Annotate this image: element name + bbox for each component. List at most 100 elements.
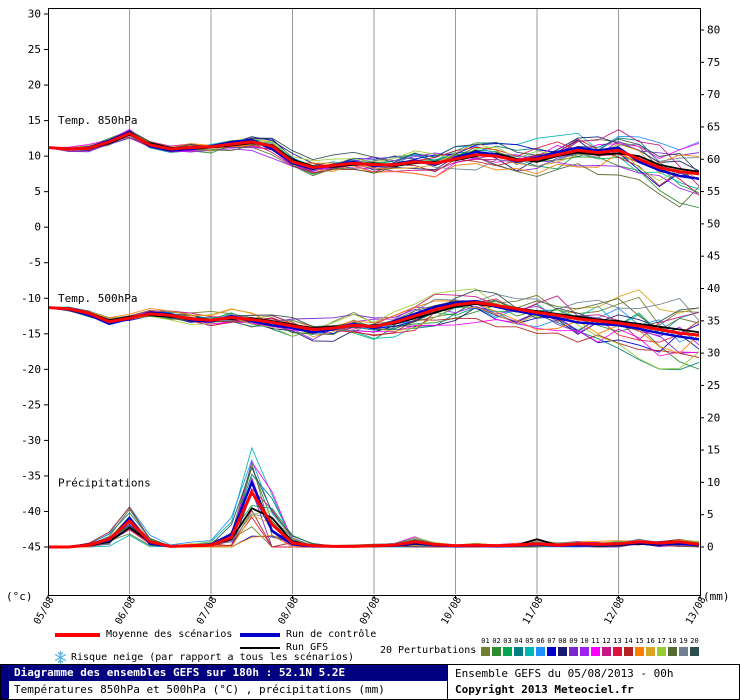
perturbation-number: 05 — [525, 637, 534, 645]
svg-text:10/08: 10/08 — [440, 595, 465, 627]
perturbation-number: 07 — [547, 637, 556, 645]
svg-text:-30: -30 — [21, 434, 41, 447]
svg-text:75: 75 — [707, 56, 720, 69]
perturbation-number: 03 — [503, 637, 512, 645]
svg-text:-15: -15 — [21, 327, 41, 340]
perturbation-swatch — [503, 647, 512, 656]
perturbation-entry: 07 — [546, 637, 557, 656]
perturbation-entry: 16 — [645, 637, 656, 656]
chart-subtitle: Températures 850hPa et 500hPa (°C) , pré… — [14, 683, 385, 696]
perturbation-number: 12 — [602, 637, 611, 645]
svg-text:-25: -25 — [21, 398, 41, 411]
perturbation-number: 10 — [580, 637, 589, 645]
perturbation-swatch — [679, 647, 688, 656]
perturbation-swatch — [613, 647, 622, 656]
svg-text:70: 70 — [707, 88, 720, 101]
perturbation-number: 13 — [613, 637, 622, 645]
svg-text:-10: -10 — [21, 292, 41, 305]
copyright: Copyright 2013 Meteociel.fr — [455, 683, 634, 696]
perturbation-number: 18 — [668, 637, 677, 645]
ensemble-chart: 05/08 06/08 07/08 08/08 09/08 10/08 11/08 12/08… — [6, 8, 730, 627]
perturbation-entry: 06 — [535, 637, 546, 656]
perturbation-number: 08 — [558, 637, 567, 645]
svg-text:20: 20 — [707, 411, 720, 424]
mean-line-sample — [55, 632, 100, 637]
svg-text:10: 10 — [707, 476, 720, 489]
svg-text:0: 0 — [34, 221, 41, 234]
svg-text:05/08: 05/08 — [32, 595, 57, 627]
perturbation-swatch — [668, 647, 677, 656]
perturbation-entry: 08 — [557, 637, 568, 656]
perturbation-number: 06 — [536, 637, 545, 645]
svg-text:09/08: 09/08 — [358, 595, 383, 627]
panel-label-temp850: Temp. 850hPa — [58, 114, 137, 127]
svg-text:12/08: 12/08 — [603, 595, 628, 627]
perturbation-legend: 01 02 03 04 05 06 07 08 09 10 11 12 13 14 15 16 17 18 19 20 — [480, 637, 700, 656]
perturbation-swatch — [690, 647, 699, 656]
perturbation-swatch — [657, 647, 666, 656]
perturbation-entry: 15 — [634, 637, 645, 656]
perturbation-swatch — [481, 647, 490, 656]
gfs-line-sample — [240, 646, 280, 649]
svg-text:-20: -20 — [21, 363, 41, 376]
perturbation-number: 15 — [635, 637, 644, 645]
perturbation-entry: 14 — [623, 637, 634, 656]
perturbation-swatch — [514, 647, 523, 656]
perturbation-entry: 13 — [612, 637, 623, 656]
perturbation-swatch — [591, 647, 600, 656]
perturbation-entry: 01 — [480, 637, 491, 656]
svg-text:30: 30 — [707, 347, 720, 360]
perturbation-entry: 02 — [491, 637, 502, 656]
legend-control: Run de contrôle — [240, 629, 376, 640]
perturbation-entry: 03 — [502, 637, 513, 656]
perturbation-swatch — [580, 647, 589, 656]
legend-perturbations: 20 Perturbations — [380, 645, 476, 656]
svg-text:30: 30 — [28, 8, 41, 21]
svg-text:55: 55 — [707, 185, 720, 198]
svg-text:60: 60 — [707, 153, 720, 166]
legend-gfs: Run GFS — [240, 642, 328, 653]
svg-text:20: 20 — [28, 79, 41, 92]
svg-text:(mm): (mm) — [703, 590, 730, 603]
perturbation-entry: 05 — [524, 637, 535, 656]
perturbation-number: 01 — [481, 637, 490, 645]
svg-text:5: 5 — [34, 185, 41, 198]
snowflake-icon — [54, 651, 67, 664]
perturbation-swatch — [602, 647, 611, 656]
svg-text:50: 50 — [707, 217, 720, 230]
panel-label-precip: Précipitations — [58, 477, 151, 490]
perturbation-swatch — [569, 647, 578, 656]
legend-perturbations-label: 20 Perturbations — [380, 645, 477, 656]
svg-text:40: 40 — [707, 282, 720, 295]
legend-snow: Risque neige (par rapport a tous les scé… — [54, 651, 354, 664]
legend-gfs-label: Run GFS — [286, 642, 329, 653]
legend-mean-label: Moyenne des scénarios — [106, 629, 233, 640]
svg-text:0: 0 — [707, 541, 714, 554]
perturbation-swatch — [525, 647, 534, 656]
perturbation-swatch — [646, 647, 655, 656]
perturbation-number: 17 — [657, 637, 666, 645]
svg-text:65: 65 — [707, 120, 720, 133]
svg-text:10: 10 — [28, 150, 41, 163]
perturbation-swatch — [558, 647, 567, 656]
perturbation-number: 09 — [569, 637, 578, 645]
control-line-sample — [240, 632, 280, 637]
svg-text:08/08: 08/08 — [277, 595, 302, 627]
perturbation-swatch — [492, 647, 501, 656]
svg-text:15: 15 — [28, 114, 41, 127]
svg-text:-35: -35 — [21, 469, 41, 482]
svg-text:11/08: 11/08 — [521, 595, 546, 627]
panel-label-temp500: Temp. 500hPa — [58, 292, 137, 305]
perturbation-entry: 04 — [513, 637, 524, 656]
run-info: Ensemble GEFS du 05/08/2013 - 00h — [455, 667, 674, 680]
legend-snow-label: Risque neige (par rapport a tous les scé… — [71, 652, 354, 663]
perturbation-swatch — [635, 647, 644, 656]
perturbation-entry: 19 — [678, 637, 689, 656]
perturbation-entry: 20 — [689, 637, 700, 656]
svg-text:35: 35 — [707, 314, 720, 327]
perturbation-swatch — [536, 647, 545, 656]
svg-text:06/08: 06/08 — [114, 595, 139, 627]
footer-right-box: Ensemble GEFS du 05/08/2013 - 00h Copyri… — [447, 665, 739, 699]
svg-text:25: 25 — [28, 43, 41, 56]
svg-text:45: 45 — [707, 250, 720, 263]
